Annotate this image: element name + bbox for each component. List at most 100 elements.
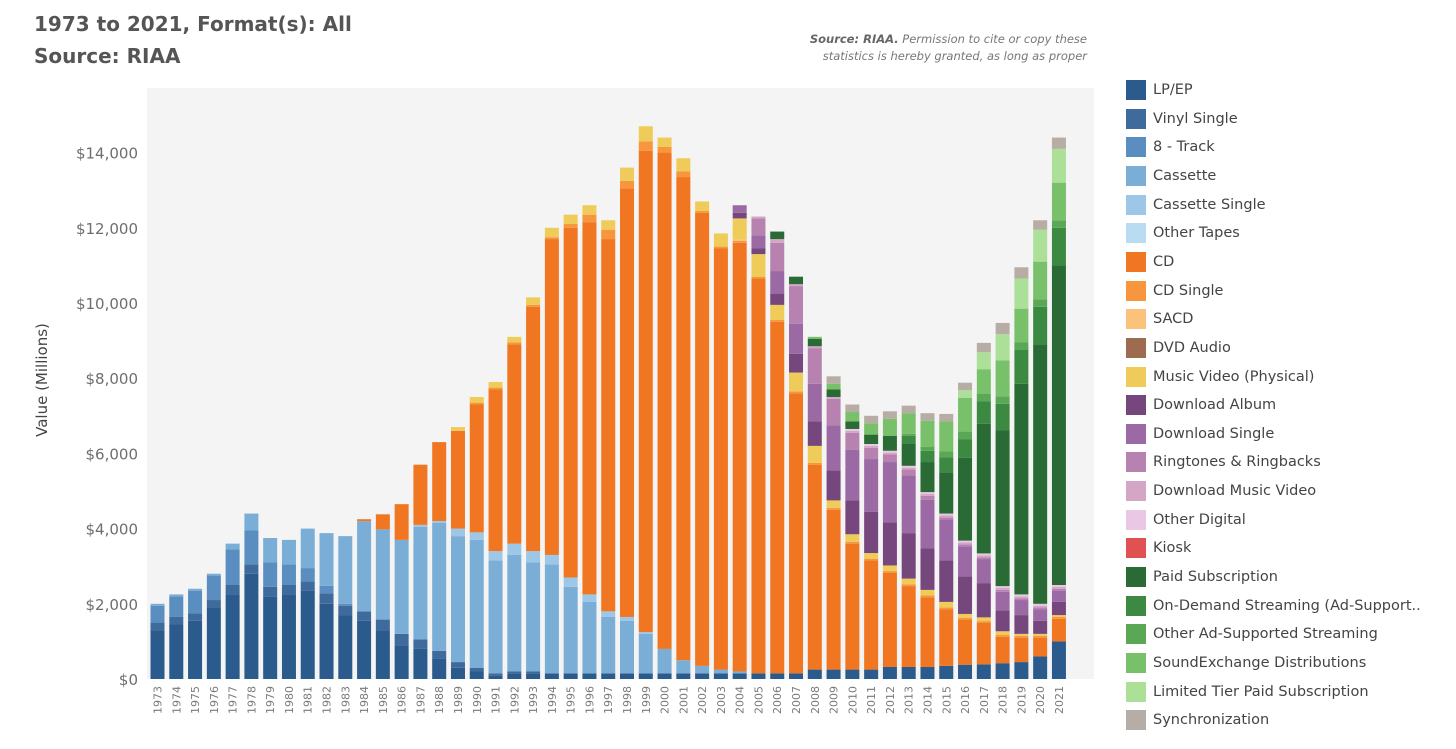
bar-segment [807, 383, 822, 422]
legend-swatch [1126, 595, 1146, 616]
y-tick-label: $10,000 [76, 295, 138, 313]
legend-swatch [1126, 337, 1146, 358]
bar-segment [751, 254, 766, 277]
bar-segment [1014, 615, 1029, 634]
bar-segment [939, 513, 954, 516]
bar-segment [281, 585, 296, 595]
y-tick-label: $8,000 [86, 370, 139, 388]
bar-segment [751, 218, 766, 236]
bar-segment [901, 533, 916, 579]
legend-item[interactable]: CD [1126, 251, 1452, 273]
bar-segment [732, 242, 747, 672]
bar-segment [901, 475, 916, 534]
legend-item[interactable]: SoundExchange Distributions [1126, 652, 1452, 674]
legend-swatch [1126, 710, 1146, 731]
legend-item[interactable]: CD Single [1126, 280, 1452, 302]
bar-segment [770, 231, 785, 240]
x-tick-label: 2012 [884, 686, 897, 714]
bar-segment [770, 271, 785, 294]
legend-item[interactable]: Ringtones & Ringbacks [1126, 451, 1452, 473]
bar-segment [1051, 265, 1066, 585]
x-tick-label: 2005 [752, 686, 765, 714]
bar-segment [939, 413, 954, 422]
legend-item[interactable]: Kiosk [1126, 537, 1452, 559]
bar-segment [939, 560, 954, 602]
bar-segment [845, 449, 860, 501]
legend-label: Paid Subscription [1153, 569, 1278, 586]
legend-item[interactable]: 8 - Track [1126, 136, 1452, 158]
bar-segment [882, 450, 897, 453]
legend-item[interactable]: Cassette [1126, 165, 1452, 187]
bar-segment [976, 553, 991, 556]
bar-segment [958, 546, 973, 577]
bar-segment [826, 425, 841, 471]
bar-segment [958, 431, 973, 440]
legend-swatch [1126, 165, 1146, 186]
bar-segment [169, 596, 184, 617]
bar-segment [450, 662, 465, 668]
source-note-line2: statistics is hereby granted, as long as… [822, 49, 1087, 63]
bar-segment [732, 671, 747, 674]
bar-segment [826, 383, 841, 390]
bar-segment [976, 352, 991, 370]
bar-segment [976, 622, 991, 665]
legend-item[interactable]: DVD Audio [1126, 337, 1452, 359]
bar-segment [338, 615, 353, 679]
bar-segment [939, 451, 954, 458]
bar-segment [958, 439, 973, 458]
legend-item[interactable]: Synchronization [1126, 709, 1452, 731]
bar-segment [244, 530, 259, 565]
legend-item[interactable]: Download Single [1126, 423, 1452, 445]
legend-label: 8 - Track [1153, 139, 1215, 156]
bar-segment [394, 539, 409, 634]
bar-segment [225, 549, 240, 585]
bar-segment [845, 428, 860, 431]
x-tick-label: 2021 [1053, 686, 1066, 714]
bar-segment [394, 504, 409, 540]
bar-segment [920, 595, 935, 598]
bar-segment [1033, 620, 1048, 634]
legend-item[interactable]: SACD [1126, 308, 1452, 330]
bar-segment [526, 551, 541, 563]
bar-segment [995, 430, 1010, 587]
bar-segment [1014, 662, 1029, 679]
bar-segment [807, 348, 822, 384]
bar-segment [413, 639, 428, 649]
bar-segment [882, 522, 897, 566]
bar-segment [770, 319, 785, 322]
legend-swatch [1126, 251, 1146, 272]
legend-item[interactable]: Download Album [1126, 394, 1452, 416]
legend-item[interactable]: Vinyl Single [1126, 108, 1452, 130]
bar-segment [319, 585, 334, 594]
legend-item[interactable]: Paid Subscription [1126, 566, 1452, 588]
legend-item[interactable]: Other Ad-Supported Streaming [1126, 623, 1452, 645]
bar-segment [807, 346, 822, 349]
y-tick-label: $2,000 [86, 596, 139, 614]
bar-segment [732, 239, 747, 241]
bar-segment [1033, 220, 1048, 230]
bar-segment [357, 611, 372, 621]
legend-item[interactable]: Limited Tier Paid Subscription [1126, 681, 1452, 703]
bar-segment [526, 306, 541, 552]
bar-segment [432, 442, 447, 522]
bar-segment [319, 593, 334, 604]
bar-segment [826, 389, 841, 397]
legend-item[interactable]: Other Tapes [1126, 222, 1452, 244]
bar-segment [469, 404, 484, 533]
bar-segment [901, 405, 916, 414]
x-tick-label: 2019 [1015, 686, 1028, 714]
bar-segment [807, 462, 822, 465]
bar-segment [976, 664, 991, 679]
legend-item[interactable]: Download Music Video [1126, 480, 1452, 502]
legend-item[interactable]: On-Demand Streaming (Ad-Support.. [1126, 595, 1452, 617]
bar-segment [939, 421, 954, 452]
legend-item[interactable]: Music Video (Physical) [1126, 366, 1452, 388]
bar-segment [1051, 220, 1066, 228]
bar-segment [375, 529, 390, 620]
bar-segment [920, 666, 935, 679]
legend-item[interactable]: Cassette Single [1126, 194, 1452, 216]
legend-item[interactable]: Other Digital [1126, 509, 1452, 531]
bar-segment [770, 293, 785, 305]
legend-item[interactable]: LP/EP [1126, 79, 1452, 101]
bar-segment [826, 376, 841, 384]
